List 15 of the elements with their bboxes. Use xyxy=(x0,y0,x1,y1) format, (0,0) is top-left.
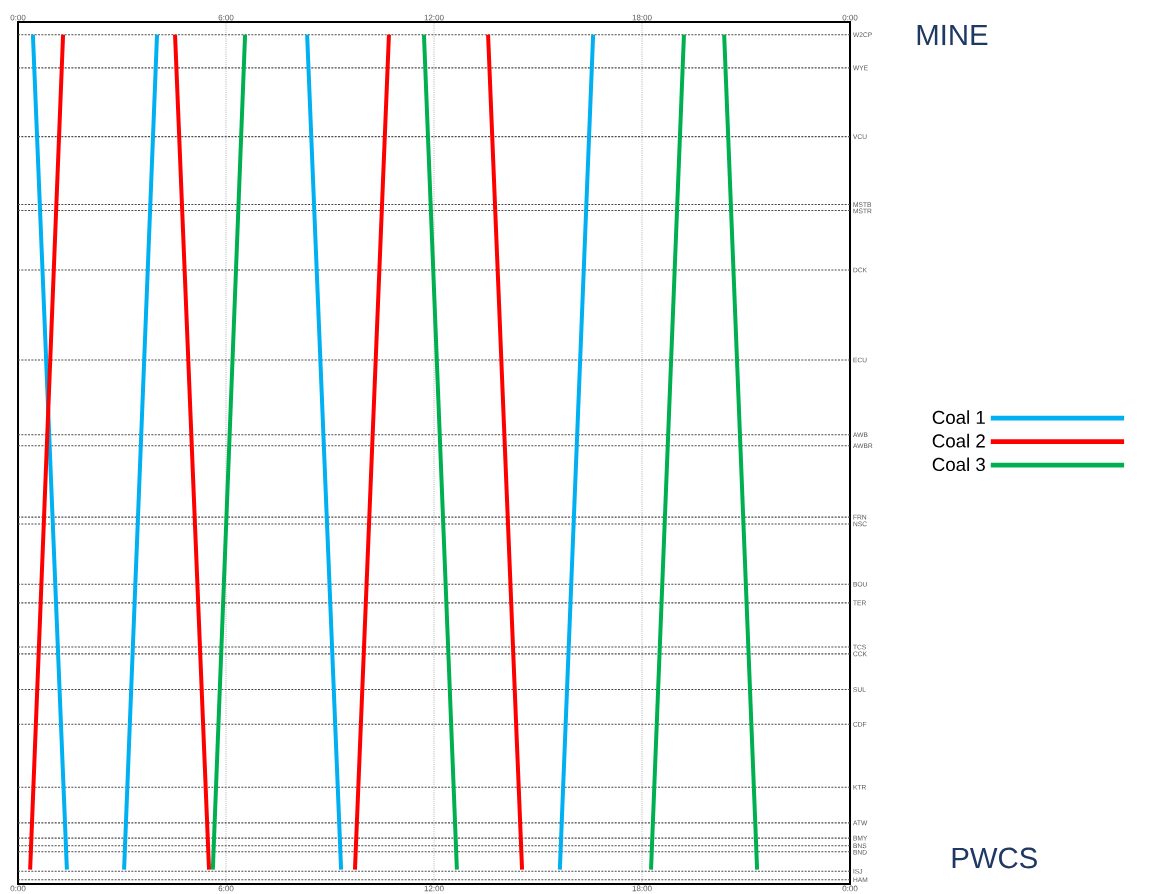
x2-tick-label: 6:00 xyxy=(218,14,234,21)
x2-tick-label: 0:00 xyxy=(842,14,858,21)
text: Coal 2 xyxy=(932,433,985,448)
text: PWCS xyxy=(952,847,1037,869)
x-tick-label: 0:00 xyxy=(10,885,26,892)
text: Coal 1 xyxy=(932,410,985,425)
text: Coal 3 xyxy=(932,457,985,472)
x-tick-label: 12:00 xyxy=(424,885,444,892)
x2-tick-label: 0:00 xyxy=(10,14,26,21)
x-tick-label: 0:00 xyxy=(842,885,858,892)
x-tick-label: 6:00 xyxy=(218,885,234,892)
x2-tick-label: 12:00 xyxy=(424,14,444,21)
x-tick-label: 18:00 xyxy=(632,885,652,892)
text: MINE xyxy=(917,24,988,46)
x2-tick-label: 18:00 xyxy=(632,14,652,21)
